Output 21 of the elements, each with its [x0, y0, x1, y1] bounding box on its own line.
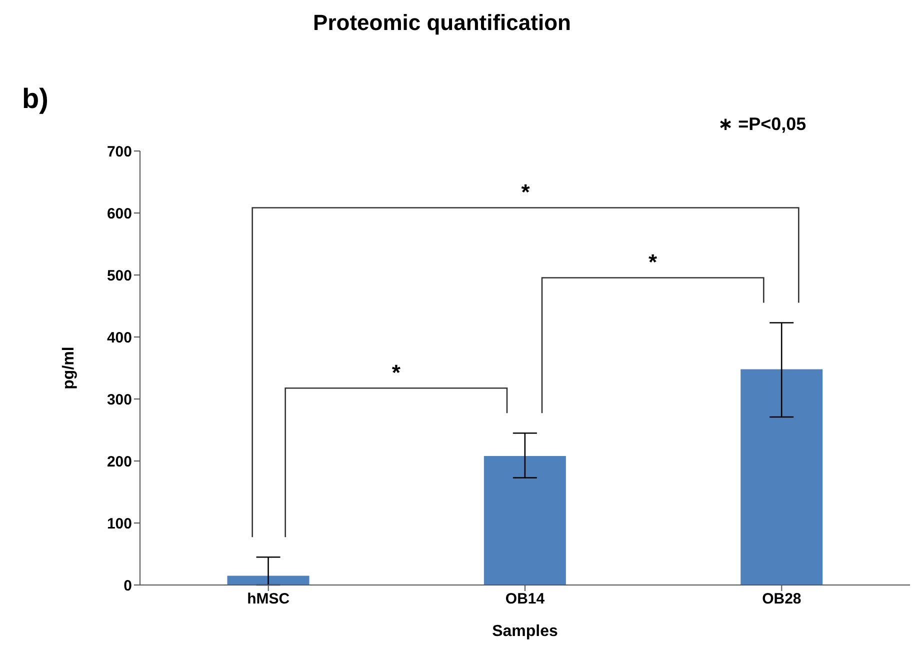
- x-axis-title: Samples: [492, 623, 558, 640]
- x-tick-label: hMSC: [247, 590, 290, 608]
- y-tick-label: 300: [106, 391, 132, 408]
- y-tick-label: 200: [106, 453, 132, 470]
- x-tick-label: OB28: [762, 590, 802, 608]
- annotation: *: [648, 250, 658, 275]
- annotation: *: [521, 180, 530, 205]
- y-axis-title: pg/ml: [60, 346, 78, 390]
- chart-title: Proteomic quantification: [313, 10, 571, 35]
- y-tick-label: 600: [106, 205, 132, 222]
- text: ∗ =P<0,05: [718, 114, 806, 134]
- y-tick-label: 0: [124, 577, 132, 594]
- y-tick-label: 100: [106, 515, 132, 532]
- y-tick-label: 400: [106, 329, 132, 346]
- annotation: *: [392, 360, 401, 386]
- x-tick-label: OB14: [505, 590, 546, 608]
- bar: [740, 369, 823, 585]
- y-tick-label: 700: [106, 143, 132, 160]
- bar: [227, 576, 310, 585]
- text: b): [22, 83, 48, 114]
- y-tick-label: 500: [106, 267, 132, 284]
